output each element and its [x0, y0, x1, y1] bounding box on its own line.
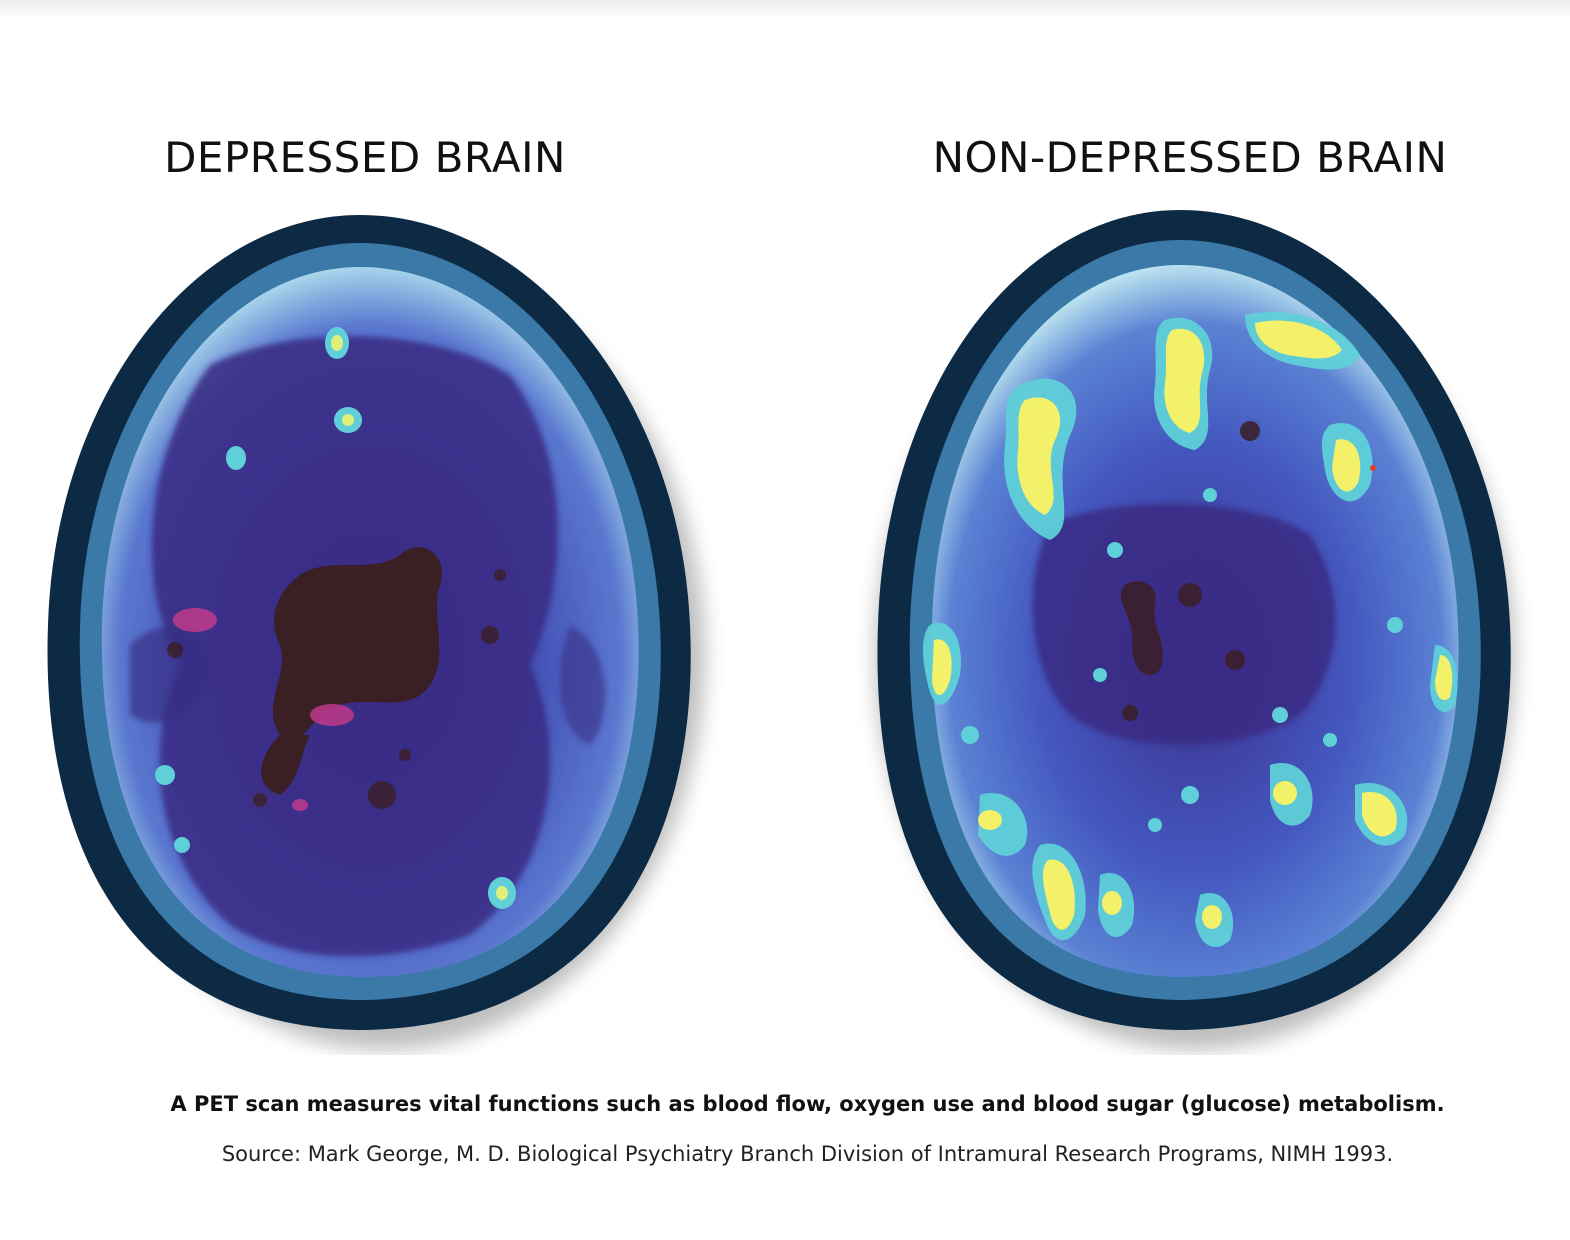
- non-depressed-brain-title: NON-DEPRESSED BRAIN: [932, 133, 1448, 182]
- yellow-hotspots: [331, 335, 508, 900]
- depressed-brain-scan: [47, 215, 705, 1050]
- yellow-activity: [932, 320, 1453, 930]
- small-cyan-spots: [961, 488, 1403, 832]
- ventricle-core: [272, 546, 442, 741]
- dark-spots: [167, 569, 506, 809]
- caption-source: Source: Mark George, M. D. Biological Ps…: [221, 1142, 1394, 1166]
- top-shadow-strip: [0, 0, 1570, 18]
- depressed-brain-title: DEPRESSED BRAIN: [164, 133, 566, 182]
- red-speck: [1370, 465, 1376, 471]
- ventricle-branch: [261, 735, 310, 795]
- caption-main: A PET scan measures vital functions such…: [170, 1092, 1445, 1116]
- non-depressed-brain-scan: [875, 210, 1515, 1050]
- ventricle-spots: [1120, 421, 1260, 721]
- magenta-hotspots: [173, 608, 354, 811]
- low-activity-regions: [1032, 503, 1336, 745]
